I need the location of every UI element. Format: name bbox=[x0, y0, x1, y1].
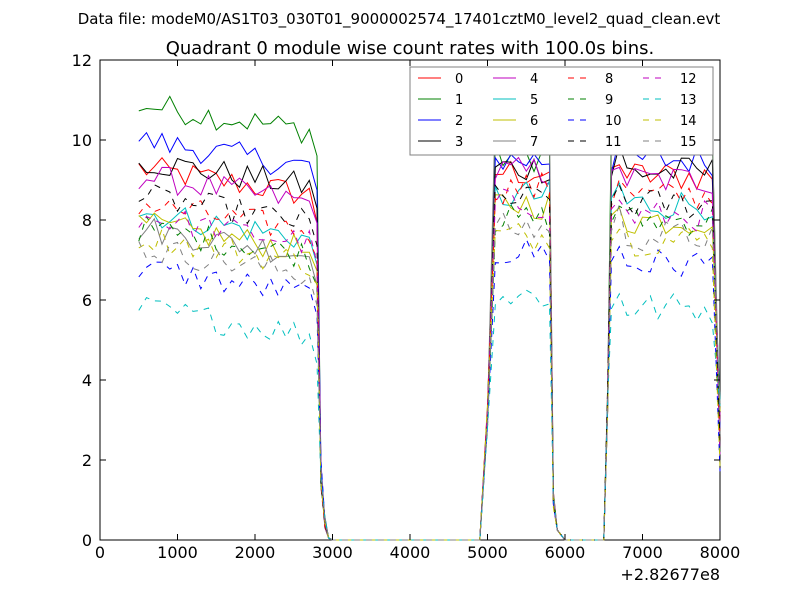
chart-title: Quadrant 0 module wise count rates with … bbox=[166, 38, 655, 59]
y-tick-label: 10 bbox=[72, 131, 92, 150]
legend-box bbox=[409, 66, 714, 156]
x-tick-label: 0 bbox=[95, 543, 105, 562]
y-tick-label: 0 bbox=[82, 531, 92, 550]
series-line-15 bbox=[138, 204, 721, 541]
legend-label-14: 14 bbox=[680, 114, 697, 129]
y-tick-label: 12 bbox=[72, 51, 92, 70]
legend-label-13: 13 bbox=[680, 93, 697, 108]
legend-label-2: 2 bbox=[455, 114, 463, 129]
y-tick-label: 2 bbox=[82, 451, 92, 470]
legend-label-0: 0 bbox=[455, 72, 463, 87]
x-tick-label: 3000 bbox=[312, 543, 353, 562]
x-tick-label: 2000 bbox=[235, 543, 276, 562]
series-line-8 bbox=[138, 171, 721, 541]
legend-label-3: 3 bbox=[455, 135, 463, 150]
y-tick-label: 6 bbox=[82, 291, 92, 310]
legend-label-5: 5 bbox=[530, 93, 538, 108]
x-offset-label: +2.82677e8 bbox=[620, 565, 720, 584]
x-tick-label: 7000 bbox=[622, 543, 663, 562]
axis-layer: 0 1000 2000 3000 4000 5000 6000 7000 80000246810… bbox=[72, 51, 741, 562]
x-tick-label: 5000 bbox=[467, 543, 508, 562]
legend-label-11: 11 bbox=[605, 135, 622, 150]
series-line-10 bbox=[138, 238, 721, 541]
x-tick-label: 1000 bbox=[157, 543, 198, 562]
legend-label-6: 6 bbox=[530, 114, 538, 129]
legend-label-4: 4 bbox=[530, 72, 538, 87]
legend-label-12: 12 bbox=[680, 72, 697, 87]
legend-label-8: 8 bbox=[605, 72, 613, 87]
legend-label-1: 1 bbox=[455, 93, 463, 108]
x-tick-label: 6000 bbox=[545, 543, 586, 562]
legend-label-7: 7 bbox=[530, 135, 538, 150]
legend-label-9: 9 bbox=[605, 93, 613, 108]
chart-suptitle: Data file: modeM0/AS1T03_030T01_90000025… bbox=[78, 10, 721, 29]
series-layer bbox=[138, 95, 721, 541]
x-tick-label: 8000 bbox=[700, 543, 741, 562]
y-tick-label: 8 bbox=[82, 211, 92, 230]
y-tick-label: 4 bbox=[82, 371, 92, 390]
series-line-13 bbox=[138, 289, 721, 541]
legend-label-15: 15 bbox=[680, 135, 697, 150]
x-tick-label: 4000 bbox=[390, 543, 431, 562]
legend-label-10: 10 bbox=[605, 114, 622, 129]
